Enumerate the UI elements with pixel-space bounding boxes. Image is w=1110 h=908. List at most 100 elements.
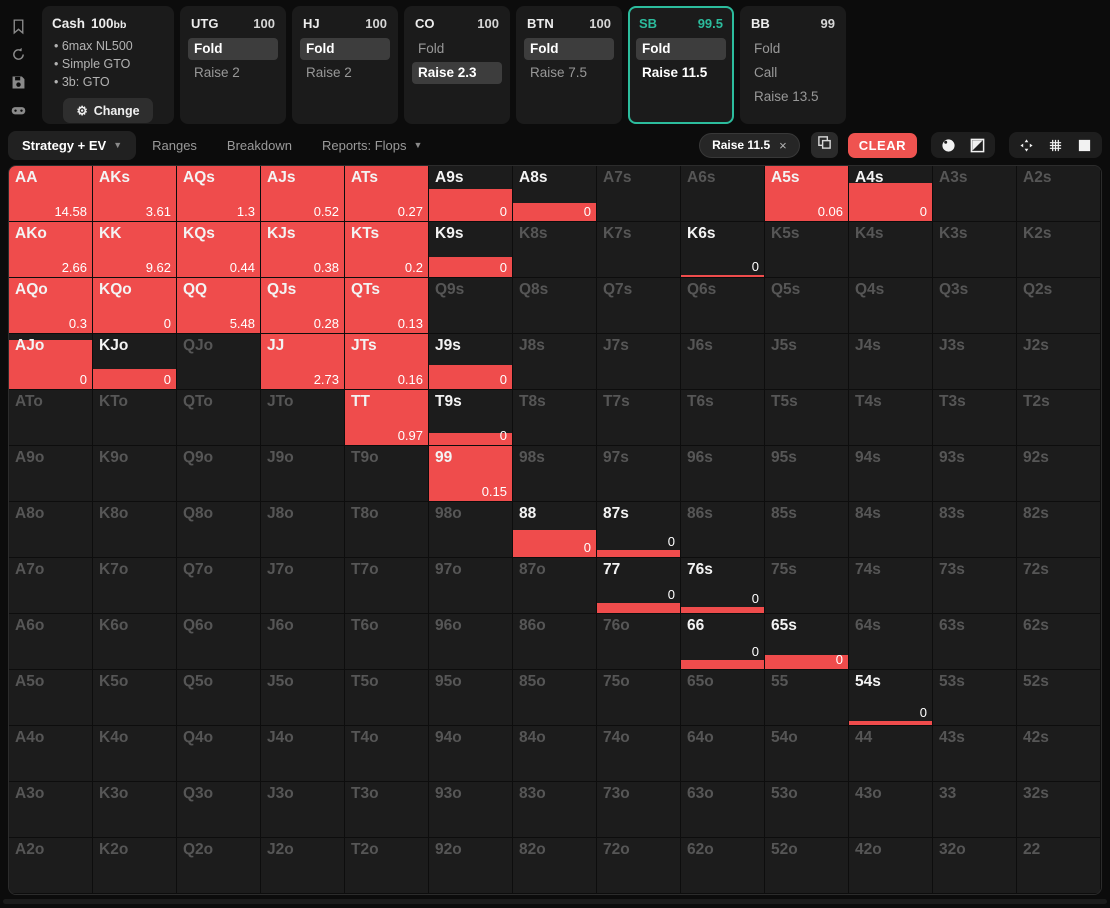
hand-cell-K7s[interactable]: K7s (597, 222, 681, 278)
hand-cell-22[interactable]: 22 (1017, 838, 1101, 894)
hand-cell-A8s[interactable]: A8s 0 (513, 166, 597, 222)
hand-cell-K7o[interactable]: K7o (93, 558, 177, 614)
action-fold[interactable]: Fold (188, 38, 278, 61)
hand-cell-66[interactable]: 66 0 (681, 614, 765, 670)
hand-cell-54o[interactable]: 54o (765, 726, 849, 782)
filter-chip-raise[interactable]: Raise 11.5 × (699, 132, 800, 158)
hand-cell-T7s[interactable]: T7s (597, 390, 681, 446)
hand-cell-K6s[interactable]: K6s 0 (681, 222, 765, 278)
hand-cell-ATs[interactable]: ATs 0.27 (345, 166, 429, 222)
hand-cell-83o[interactable]: 83o (513, 782, 597, 838)
hand-cell-A6o[interactable]: A6o (9, 614, 93, 670)
action-fold[interactable]: Fold (754, 41, 781, 56)
position-card-bb[interactable]: BB 99 Fold Call Raise 13.5 (740, 6, 846, 124)
hand-cell-Q7s[interactable]: Q7s (597, 278, 681, 334)
hand-cell-64o[interactable]: 64o (681, 726, 765, 782)
hand-cell-97s[interactable]: 97s (597, 446, 681, 502)
hand-cell-32s[interactable]: 32s (1017, 782, 1101, 838)
hand-cell-76o[interactable]: 76o (597, 614, 681, 670)
hand-cell-QQ[interactable]: QQ 5.48 (177, 278, 261, 334)
hand-cell-99[interactable]: 99 0.15 (429, 446, 513, 502)
hand-cell-J4s[interactable]: J4s (849, 334, 933, 390)
action-call[interactable]: Call (754, 65, 778, 81)
hand-cell-Q2s[interactable]: Q2s (1017, 278, 1101, 334)
hand-cell-65s[interactable]: 65s 0 (765, 614, 849, 670)
hand-cell-92o[interactable]: 92o (429, 838, 513, 894)
hand-cell-T6o[interactable]: T6o (345, 614, 429, 670)
hand-cell-K8s[interactable]: K8s (513, 222, 597, 278)
hand-cell-AKo[interactable]: AKo 2.66 (9, 222, 93, 278)
position-card-btn[interactable]: BTN 100 Fold Raise 7.5 (516, 6, 622, 124)
hand-cell-Q7o[interactable]: Q7o (177, 558, 261, 614)
hand-cell-KTo[interactable]: KTo (93, 390, 177, 446)
action-fold[interactable]: Fold (300, 38, 390, 61)
chip-close-icon[interactable]: × (779, 137, 787, 153)
hand-cell-75o[interactable]: 75o (597, 670, 681, 726)
hand-cell-75s[interactable]: 75s (765, 558, 849, 614)
hand-cell-QJs[interactable]: QJs 0.28 (261, 278, 345, 334)
hand-cell-A7o[interactable]: A7o (9, 558, 93, 614)
action-fold[interactable]: Fold (524, 38, 614, 61)
hand-cell-87s[interactable]: 87s 0 (597, 502, 681, 558)
hand-cell-J6o[interactable]: J6o (261, 614, 345, 670)
hand-cell-54s[interactable]: 54s 0 (849, 670, 933, 726)
hand-cell-JTo[interactable]: JTo (261, 390, 345, 446)
hand-cell-J9o[interactable]: J9o (261, 446, 345, 502)
hand-cell-52s[interactable]: 52s (1017, 670, 1101, 726)
hand-cell-AA[interactable]: AA 14.58 (9, 166, 93, 222)
hand-cell-32o[interactable]: 32o (933, 838, 1017, 894)
hand-cell-96s[interactable]: 96s (681, 446, 765, 502)
hand-cell-33[interactable]: 33 (933, 782, 1017, 838)
hand-cell-93o[interactable]: 93o (429, 782, 513, 838)
hand-cell-J8s[interactable]: J8s (513, 334, 597, 390)
hand-cell-82s[interactable]: 82s (1017, 502, 1101, 558)
action-raise-2[interactable]: Raise 2 (306, 65, 352, 81)
hand-cell-97o[interactable]: 97o (429, 558, 513, 614)
hand-cell-ATo[interactable]: ATo (9, 390, 93, 446)
hand-cell-Q3o[interactable]: Q3o (177, 782, 261, 838)
hand-cell-T5s[interactable]: T5s (765, 390, 849, 446)
hand-cell-88[interactable]: 88 0 (513, 502, 597, 558)
hand-cell-J6s[interactable]: J6s (681, 334, 765, 390)
hand-cell-T3s[interactable]: T3s (933, 390, 1017, 446)
hand-cell-Q6s[interactable]: Q6s (681, 278, 765, 334)
hand-cell-KQo[interactable]: KQo 0 (93, 278, 177, 334)
hand-cell-A5o[interactable]: A5o (9, 670, 93, 726)
tab-breakdown[interactable]: Breakdown (213, 131, 306, 160)
hand-cell-JTs[interactable]: JTs 0.16 (345, 334, 429, 390)
hand-cell-A4o[interactable]: A4o (9, 726, 93, 782)
hand-cell-62s[interactable]: 62s (1017, 614, 1101, 670)
hand-cell-T3o[interactable]: T3o (345, 782, 429, 838)
hand-cell-72o[interactable]: 72o (597, 838, 681, 894)
hand-cell-52o[interactable]: 52o (765, 838, 849, 894)
horizontal-scrollbar[interactable] (3, 899, 1107, 904)
hand-cell-A2s[interactable]: A2s (1017, 166, 1101, 222)
hand-cell-J9s[interactable]: J9s 0 (429, 334, 513, 390)
hand-cell-T7o[interactable]: T7o (345, 558, 429, 614)
hand-cell-T2o[interactable]: T2o (345, 838, 429, 894)
action-fold[interactable]: Fold (418, 41, 445, 56)
hand-cell-95s[interactable]: 95s (765, 446, 849, 502)
hand-cell-K4s[interactable]: K4s (849, 222, 933, 278)
hand-cell-98s[interactable]: 98s (513, 446, 597, 502)
hand-cell-KJo[interactable]: KJo 0 (93, 334, 177, 390)
hand-cell-A6s[interactable]: A6s (681, 166, 765, 222)
hand-cell-95o[interactable]: 95o (429, 670, 513, 726)
hand-cell-K8o[interactable]: K8o (93, 502, 177, 558)
hand-cell-KJs[interactable]: KJs 0.38 (261, 222, 345, 278)
hand-cell-T6s[interactable]: T6s (681, 390, 765, 446)
hand-cell-73s[interactable]: 73s (933, 558, 1017, 614)
hand-cell-J2s[interactable]: J2s (1017, 334, 1101, 390)
clear-button[interactable]: CLEAR (847, 132, 917, 158)
hand-cell-A5s[interactable]: A5s 0.06 (765, 166, 849, 222)
hand-cell-43s[interactable]: 43s (933, 726, 1017, 782)
hand-cell-AKs[interactable]: AKs 3.61 (93, 166, 177, 222)
hand-cell-K9s[interactable]: K9s 0 (429, 222, 513, 278)
hand-cell-QTs[interactable]: QTs 0.13 (345, 278, 429, 334)
hand-cell-QJo[interactable]: QJo (177, 334, 261, 390)
square-icon[interactable] (1077, 138, 1092, 153)
hand-cell-T9s[interactable]: T9s 0 (429, 390, 513, 446)
hand-cell-86o[interactable]: 86o (513, 614, 597, 670)
bookmark-icon[interactable] (9, 18, 27, 35)
hand-cell-85o[interactable]: 85o (513, 670, 597, 726)
